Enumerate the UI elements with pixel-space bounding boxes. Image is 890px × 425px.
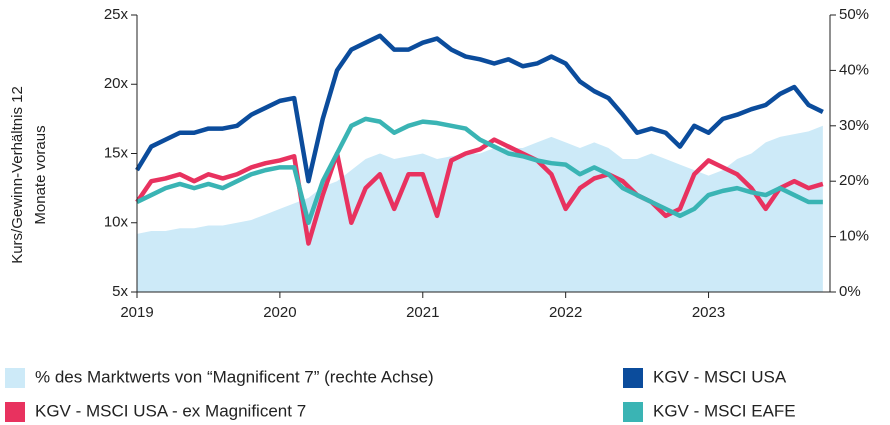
y2-tick-label: 50%	[839, 6, 869, 23]
legend-swatch	[623, 402, 643, 422]
x-tick-label: 2022	[549, 304, 582, 321]
y2-tick-label: 0%	[839, 283, 861, 300]
y-tick-label: 25x	[104, 6, 129, 23]
legend-label: % des Marktwerts von “Magnificent 7” (re…	[35, 367, 434, 386]
x-tick-label: 2020	[263, 304, 296, 321]
line	[136, 116, 823, 225]
x-tick-label: 2019	[120, 304, 153, 321]
legend-label: KGV - MSCI USA - ex Magnificent 7	[35, 401, 306, 420]
legend-swatch	[5, 402, 25, 422]
y2-tick-label: 20%	[839, 172, 869, 189]
y-axis-label: Monate voraus	[32, 125, 49, 224]
legend-swatch	[623, 368, 643, 388]
area	[137, 125, 823, 292]
y2-tick-label: 40%	[839, 61, 869, 78]
legend-label: KGV - MSCI USA	[653, 367, 787, 386]
y2-tick-label: 30%	[839, 117, 869, 134]
line	[135, 137, 824, 246]
y-tick-label: 10x	[104, 214, 129, 231]
line	[135, 33, 824, 184]
legend-label: KGV - MSCI EAFE	[653, 401, 796, 420]
y-tick-label: 20x	[104, 75, 129, 92]
y-tick-label: 15x	[104, 144, 129, 161]
y2-tick-label: 10%	[839, 228, 869, 245]
y-tick-label: 5x	[112, 283, 128, 300]
x-tick-label: 2023	[692, 304, 725, 321]
y-axis-label: Kurs/Gewinn-Verhältnis 12	[9, 86, 26, 264]
legend-swatch	[5, 368, 25, 388]
x-tick-label: 2021	[406, 304, 439, 321]
